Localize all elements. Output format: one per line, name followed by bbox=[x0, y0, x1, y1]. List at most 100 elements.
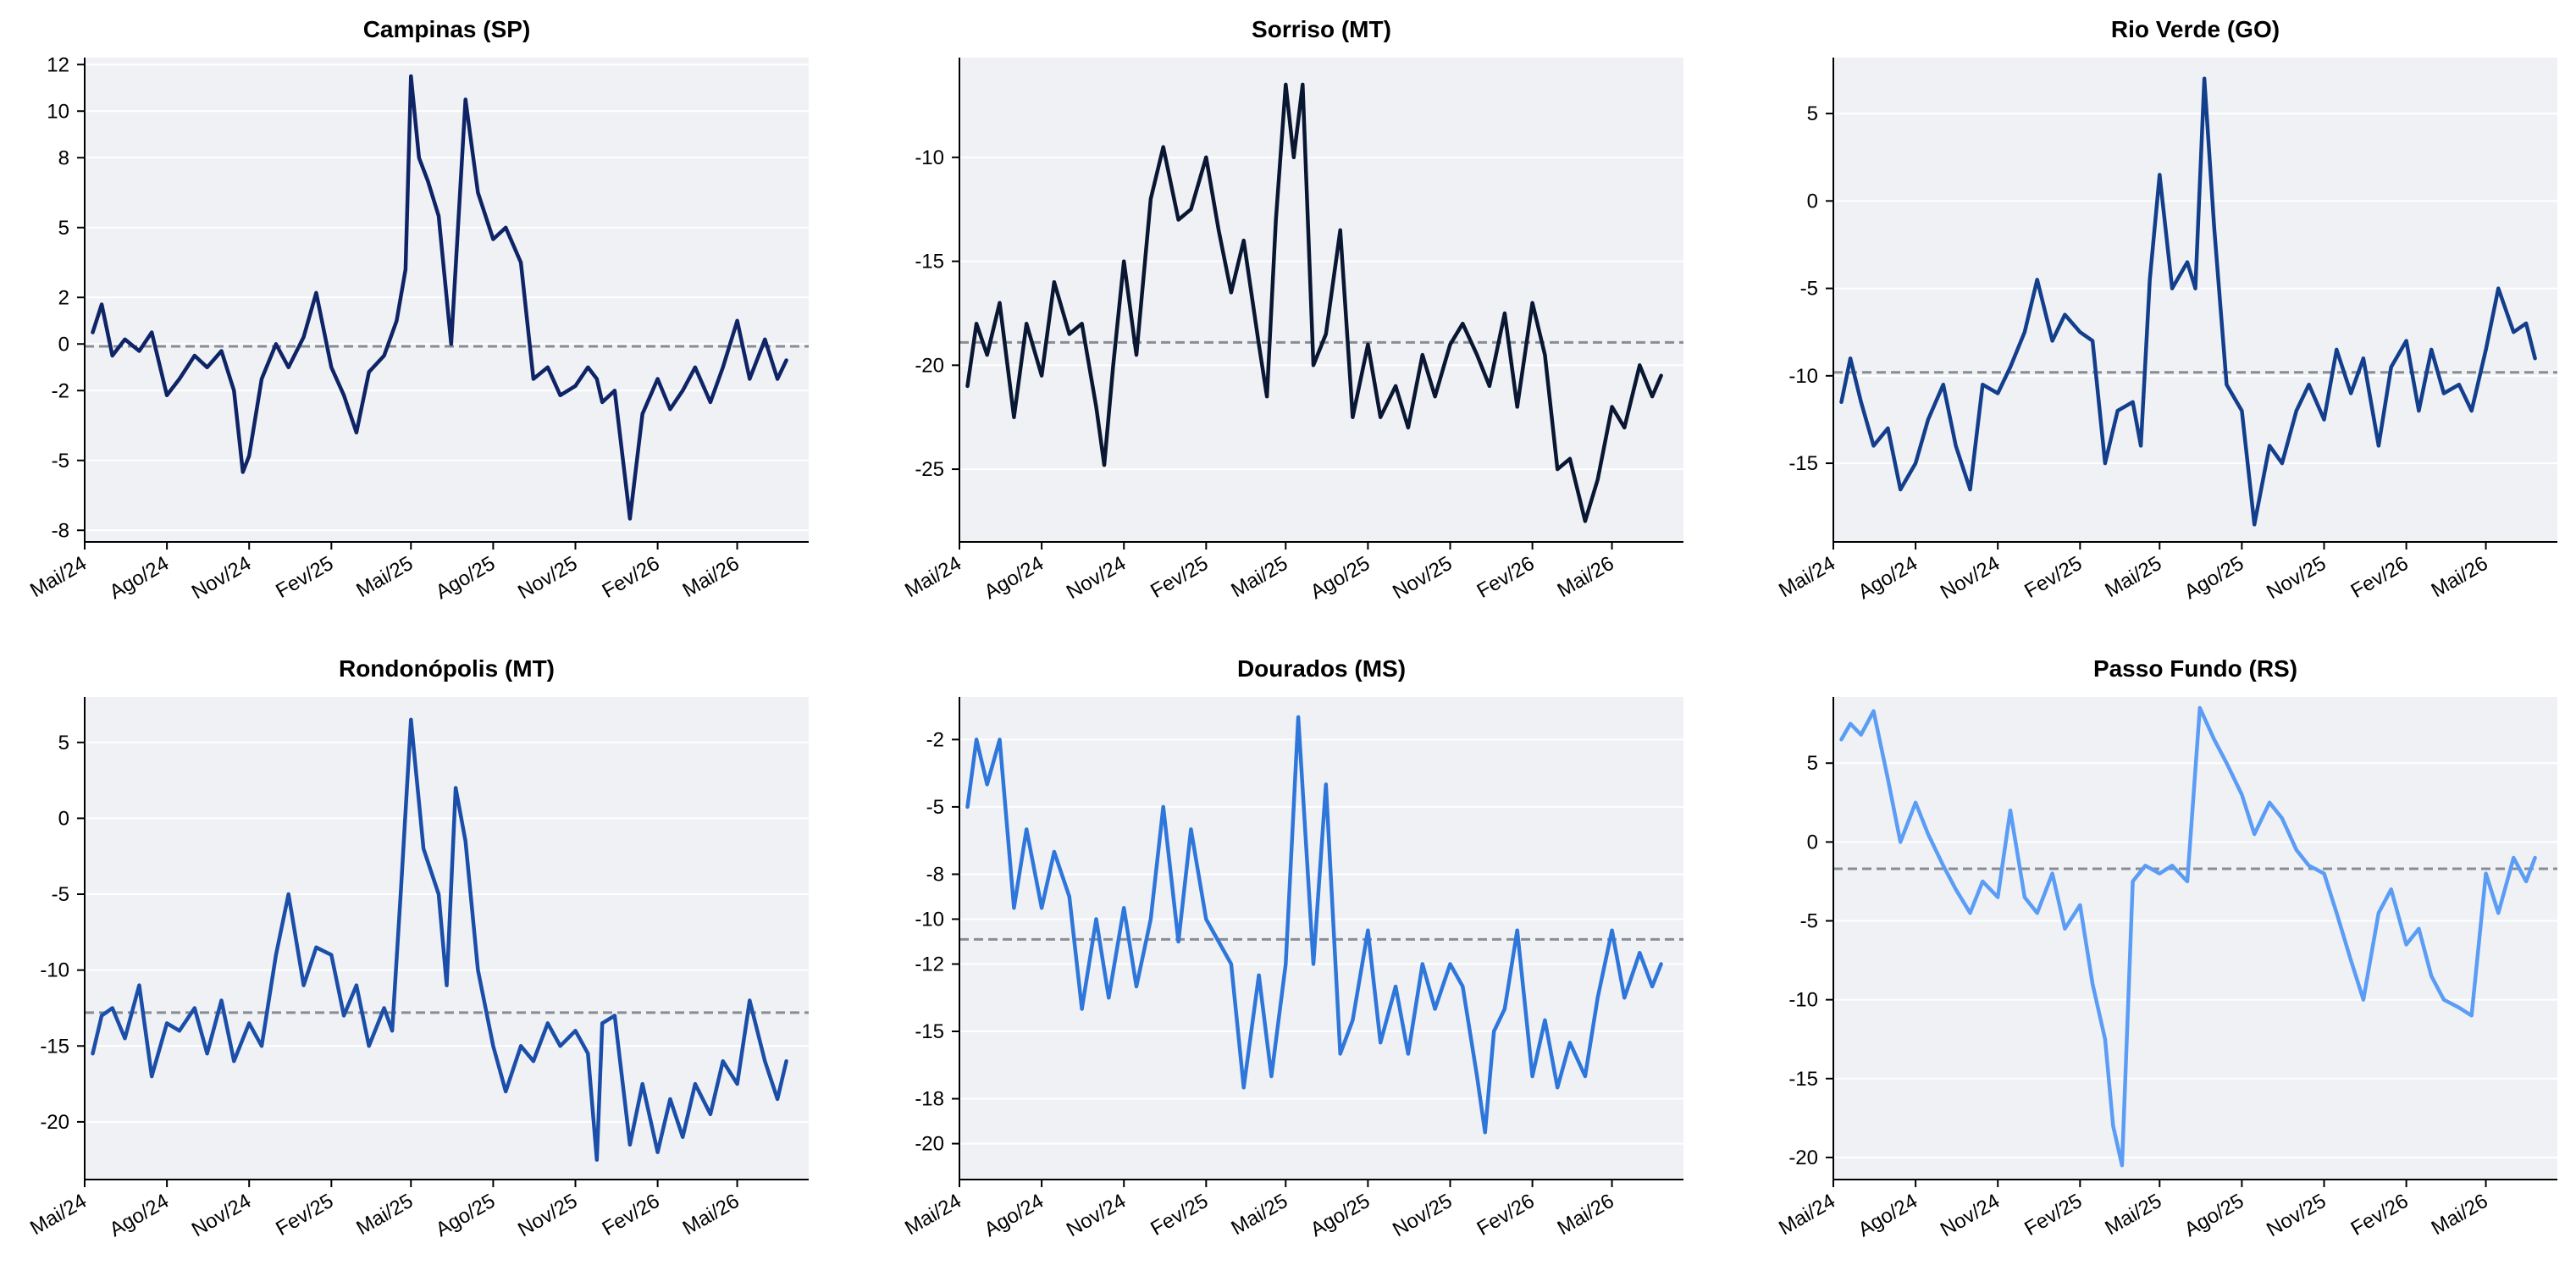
y-tick-label: -10 bbox=[1788, 989, 1818, 1012]
x-tick-label: Fev/26 bbox=[2347, 1190, 2413, 1241]
x-tick-label: Nov/24 bbox=[1937, 1190, 2004, 1241]
series-line-rio-verde-go bbox=[1839, 76, 2537, 527]
y-tick-label: -5 bbox=[1800, 278, 1818, 301]
panel-rondonopolis-mt: 5 0 -5 -10 -15 -20 Mai/24 Ago/24 Nov/24 Fev/25 Mai… bbox=[26, 655, 809, 1241]
y-tick-label: -5 bbox=[52, 450, 69, 472]
y-tick-label: 0 bbox=[58, 807, 69, 830]
y-tick-label: -10 bbox=[915, 146, 944, 169]
x-tick-label: Mai/26 bbox=[2428, 1190, 2492, 1240]
x-tick-label: Ago/24 bbox=[981, 552, 1048, 604]
x-tick-label: Nov/25 bbox=[1389, 552, 1456, 604]
x-tick-label: Nov/25 bbox=[2263, 552, 2330, 604]
x-tick-label: Mai/25 bbox=[1227, 552, 1291, 602]
x-tick-label: Ago/24 bbox=[1855, 1190, 1921, 1241]
x-tick-label: Fev/25 bbox=[1147, 552, 1212, 603]
y-tick-label: -10 bbox=[915, 908, 944, 931]
x-tick-label: Mai/24 bbox=[1775, 552, 1839, 602]
x-tick-label: Mai/26 bbox=[1554, 552, 1618, 602]
x-tick-label: Ago/24 bbox=[106, 552, 173, 604]
x-tick-label: Mai/24 bbox=[1775, 1190, 1839, 1240]
panel-sorriso-mt: -10 -15 -20 -25 Mai/24 Ago/24 Nov/24 Fev/25 Mai/… bbox=[901, 16, 1683, 604]
y-tick-label: -15 bbox=[40, 1035, 69, 1058]
x-tick-label: Fev/25 bbox=[272, 1190, 337, 1241]
x-tick-label: Fev/26 bbox=[1473, 1190, 1539, 1241]
chart-title: Sorriso (MT) bbox=[1252, 16, 1391, 42]
y-tick-label: 5 bbox=[1807, 102, 1818, 125]
x-tick-label: Mai/24 bbox=[901, 552, 965, 602]
y-tick-label: 0 bbox=[1807, 831, 1818, 854]
y-tick-label: 0 bbox=[58, 333, 69, 356]
panel-rio-verde-go: 5 0 -5 -10 -15 Mai/24 Ago/24 Nov/24 Fev/25 Mai/25… bbox=[1775, 16, 2557, 604]
x-tick-label: Mai/25 bbox=[352, 552, 417, 602]
y-tick-label: -5 bbox=[926, 796, 944, 819]
y-tick-label: -15 bbox=[1788, 452, 1818, 475]
x-tick-label: Mai/25 bbox=[2101, 1190, 2165, 1240]
y-tick-label: -8 bbox=[52, 519, 69, 542]
y-tick-label: -15 bbox=[915, 251, 944, 274]
x-tick-label: Nov/25 bbox=[514, 1190, 581, 1241]
x-tick-label: Mai/26 bbox=[2428, 552, 2492, 602]
y-tick-label: 5 bbox=[1807, 752, 1818, 775]
x-tick-label: Nov/25 bbox=[1389, 1190, 1456, 1241]
x-tick-label: Fev/26 bbox=[1473, 552, 1539, 603]
x-tick-label: Fev/26 bbox=[599, 1190, 664, 1241]
series-line-passo-fundo-rs bbox=[1839, 705, 2537, 1168]
y-tick-label: -25 bbox=[915, 458, 944, 481]
x-tick-label: Ago/25 bbox=[432, 552, 499, 604]
y-tick-label: -2 bbox=[52, 379, 69, 402]
y-tick-label: -15 bbox=[915, 1020, 944, 1043]
x-tick-label: Nov/25 bbox=[514, 552, 581, 604]
chart-title: Passo Fundo (RS) bbox=[2093, 655, 2297, 682]
x-tick-label: Ago/25 bbox=[432, 1190, 499, 1241]
series-line-rondonopolis-mt bbox=[91, 717, 788, 1162]
y-tick-label: 0 bbox=[1807, 190, 1818, 213]
panel-campinas-sp: 12 10 8 5 2 0 -2 -5 -8 Mai/24 Ago/24 Nov/24 Fev/25 Ma… bbox=[26, 16, 809, 604]
y-tick-label: 8 bbox=[58, 146, 69, 169]
series-line-dourados-ms bbox=[965, 715, 1663, 1135]
y-tick-label: 12 bbox=[47, 53, 69, 76]
x-tick-label: Nov/24 bbox=[188, 552, 255, 604]
series-line-sorriso-mt bbox=[965, 82, 1663, 523]
x-tick-label: Mai/25 bbox=[2101, 552, 2165, 602]
chart-title: Rondonópolis (MT) bbox=[339, 655, 555, 682]
x-tick-label: Ago/25 bbox=[2181, 552, 2247, 604]
x-tick-label: Mai/25 bbox=[1227, 1190, 1291, 1240]
x-tick-label: Nov/24 bbox=[1937, 552, 2004, 604]
axis-spines bbox=[959, 697, 1683, 1180]
x-tick-label: Fev/25 bbox=[2020, 1190, 2086, 1241]
plot-area bbox=[85, 697, 809, 1180]
x-tick-label: Ago/24 bbox=[1855, 552, 1921, 604]
y-tick-label: 2 bbox=[58, 286, 69, 309]
x-tick-label: Mai/26 bbox=[1554, 1190, 1618, 1240]
y-tick-label: -2 bbox=[926, 728, 944, 751]
x-tick-label: Fev/26 bbox=[599, 552, 664, 603]
y-tick-label: -5 bbox=[52, 883, 69, 906]
x-tick-label: Ago/25 bbox=[2181, 1190, 2247, 1241]
x-tick-label: Ago/25 bbox=[1307, 552, 1374, 604]
y-tick-label: -18 bbox=[915, 1088, 944, 1111]
y-tick-label: -12 bbox=[915, 953, 944, 975]
panel-passo-fundo-rs: 5 0 -5 -10 -15 -20 Mai/24 Ago/24 Nov/24 Fev/25 Mai… bbox=[1775, 655, 2557, 1241]
x-tick-label: Nov/24 bbox=[188, 1190, 255, 1241]
x-tick-label: Mai/24 bbox=[26, 1190, 91, 1240]
x-tick-label: Mai/24 bbox=[26, 552, 91, 602]
y-tick-label: -5 bbox=[1800, 910, 1818, 933]
chart-title: Campinas (SP) bbox=[363, 16, 531, 42]
x-tick-label: Nov/25 bbox=[2263, 1190, 2330, 1241]
chart-title: Dourados (MS) bbox=[1237, 655, 1406, 682]
y-tick-label: -8 bbox=[926, 863, 944, 886]
plot-area bbox=[1833, 58, 2557, 542]
y-tick-label: -20 bbox=[915, 1133, 944, 1156]
y-tick-label: 10 bbox=[47, 100, 69, 123]
x-tick-label: Ago/24 bbox=[106, 1190, 173, 1241]
axis-spines bbox=[84, 697, 809, 1180]
axis-spines bbox=[84, 58, 809, 543]
x-tick-label: Ago/24 bbox=[981, 1190, 1048, 1241]
y-tick-label: -15 bbox=[1788, 1068, 1818, 1091]
y-tick-label: 5 bbox=[58, 732, 69, 754]
y-tick-label: -10 bbox=[1788, 365, 1818, 388]
x-tick-label: Fev/25 bbox=[272, 552, 337, 603]
x-tick-label: Fev/25 bbox=[1147, 1190, 1212, 1241]
y-tick-label: 5 bbox=[58, 217, 69, 240]
